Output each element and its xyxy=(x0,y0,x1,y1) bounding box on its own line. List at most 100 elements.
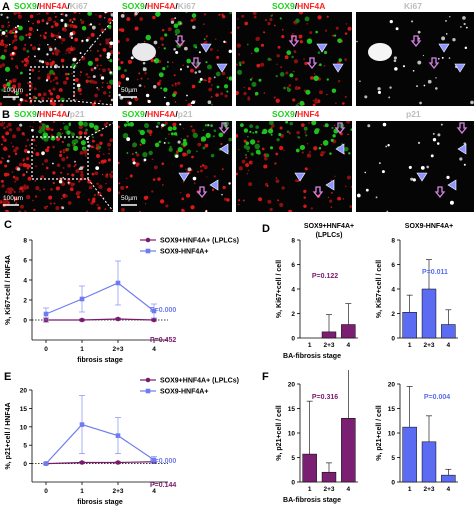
arrowhead-marker xyxy=(216,63,228,73)
data-point xyxy=(115,433,121,438)
y-axis-label: %, p21+cell / HNF4A xyxy=(5,402,12,469)
ki67-cluster xyxy=(132,43,156,61)
zoom-region-box xyxy=(31,136,89,180)
micro-a-overview xyxy=(0,12,113,106)
p-value-annotation: P=0.316 xyxy=(312,394,338,401)
y-tick-label: 5 xyxy=(391,455,395,462)
y-axis-label: %, Ki67+cell / cell xyxy=(376,260,383,318)
cell-speckle xyxy=(356,16,474,105)
cell-speckle xyxy=(118,121,232,212)
cell-speckle xyxy=(236,12,352,106)
y-tick-label: 6 xyxy=(23,258,27,265)
arrowhead-marker xyxy=(178,172,190,182)
scale-label-b-overview: 100µm xyxy=(3,195,24,202)
arrowhead-marker xyxy=(294,172,306,182)
arrowhead-marker xyxy=(454,63,466,73)
arrowhead-marker xyxy=(447,179,457,191)
bar xyxy=(421,288,437,339)
chart-d-lplc-ki67-bar: SOX9+HNF4A+ (LPLCs) 0 2 4 6 8 1 2+3 4 BA-fibrosis … xyxy=(276,223,358,360)
arrowhead-marker xyxy=(457,143,467,155)
chart-c-ki67-line: 0 2 4 6 8 0 1 2+3 4 fibrosis stage %, Ki67+cell / … xyxy=(5,238,239,365)
zoom-guide-line xyxy=(73,100,113,106)
arrowhead-marker xyxy=(332,63,344,73)
x-tick-label: 2+3 xyxy=(423,486,434,493)
arrow-marker xyxy=(196,186,208,199)
legend-marker xyxy=(145,237,151,243)
chart-f-lplc-p21-bar: 0 5 10 15 20 1 2+3 4 BA-fibrosis stage %, p21+cel… xyxy=(276,370,358,504)
y-tick-label: 20 xyxy=(388,382,396,389)
y-tick-label: 6 xyxy=(391,262,395,269)
arrowhead-marker xyxy=(219,143,229,155)
y-axis-label: %, p21+cell / cell xyxy=(276,405,283,461)
y-axis-label: %, p21+cell / cell xyxy=(376,405,383,461)
x-tick-label: 2+3 xyxy=(112,346,123,353)
data-point xyxy=(151,457,157,463)
arrow-marker xyxy=(306,57,318,70)
data-point xyxy=(115,280,121,286)
p-value-annotation: P=0.000 xyxy=(150,307,176,314)
data-point xyxy=(115,316,121,322)
bar xyxy=(402,312,417,339)
arrowhead-marker xyxy=(325,179,335,191)
x-tick-label: 4 xyxy=(447,342,451,349)
y-tick-label: 0 xyxy=(391,336,395,343)
legend: SOX9+HNF4A+ (LPLCs) SOX9-HNF4A+ xyxy=(140,238,239,256)
data-point xyxy=(151,308,157,314)
micro-a-zoom-sox9-hnf xyxy=(236,12,352,106)
micro-b-zoom-merge xyxy=(118,121,232,212)
x-tick-label: 4 xyxy=(447,486,451,493)
y-tick-label: 8 xyxy=(23,238,27,245)
y-tick-label: 8 xyxy=(291,238,295,245)
bar xyxy=(441,324,456,339)
y-tick-label: 5 xyxy=(291,455,295,462)
y-tick-label: 0 xyxy=(291,336,295,343)
arrow-marker xyxy=(218,122,230,135)
y-tick-label: 6 xyxy=(291,262,295,269)
series-line xyxy=(45,461,155,465)
bar xyxy=(341,324,356,339)
legend-label: SOX9-HNF4A+ xyxy=(160,389,208,396)
arrowhead-marker xyxy=(438,43,450,53)
y-tick-label: 4 xyxy=(391,287,395,294)
y-tick-label: 2 xyxy=(291,311,295,318)
arrow-marker xyxy=(456,122,468,135)
panel-letter-c: C xyxy=(4,219,12,231)
y-tick-label: 20 xyxy=(20,388,28,395)
header-b-0: SOX9/HNF4A/p21 xyxy=(14,109,85,119)
header-a-3: Ki67 xyxy=(404,1,422,11)
x-axis-label: BA-fibrosis stage xyxy=(283,497,341,504)
p-value-annotation: P=0.452 xyxy=(150,337,176,344)
cell-speckle xyxy=(0,121,113,212)
x-tick-label: 4 xyxy=(347,342,351,349)
p-value-annotation: P=0.011 xyxy=(422,269,448,276)
arrowhead-marker xyxy=(335,143,345,155)
series-0 xyxy=(43,459,157,466)
series-line xyxy=(46,318,155,321)
legend-label: SOX9-HNF4A+ xyxy=(160,249,208,256)
series-line xyxy=(45,282,155,315)
legend: SOX9+HNF4A+ (LPLCs) SOX9-HNF4A+ xyxy=(140,378,239,396)
p-value-annotation: P=0.122 xyxy=(312,273,338,280)
y-axis-label: %, Ki67+cell / HNF4A xyxy=(5,255,12,325)
y-tick-label: 10 xyxy=(288,431,296,438)
chart-f-hnf4a-p21-bar: 0 5 10 15 20 1 2+3 4 %, p21+cell / cell P=0.004 xyxy=(376,382,458,493)
x-tick-label: 1 xyxy=(308,486,312,493)
y-tick-label: 0 xyxy=(23,461,27,468)
data-point xyxy=(79,317,85,323)
scale-label-b-zoom: 50µm xyxy=(121,195,138,202)
legend-label: SOX9+HNF4A+ (LPLCs) xyxy=(160,238,239,245)
bar xyxy=(321,471,337,483)
x-tick-label: 0 xyxy=(44,346,48,353)
arrow-marker xyxy=(334,122,346,135)
x-axis-label: fibrosis stage xyxy=(77,499,123,506)
y-tick-label: 2 xyxy=(391,311,395,318)
series-0 xyxy=(43,316,157,323)
x-tick-label: 1 xyxy=(408,486,412,493)
arrow-marker xyxy=(312,186,324,199)
x-tick-label: 2+3 xyxy=(323,342,334,349)
data-point xyxy=(43,311,49,317)
bar xyxy=(302,453,317,483)
data-point xyxy=(79,422,85,427)
micro-a-zoom-ki67 xyxy=(356,12,474,106)
p-value-annotation: P=0.144 xyxy=(150,482,176,489)
